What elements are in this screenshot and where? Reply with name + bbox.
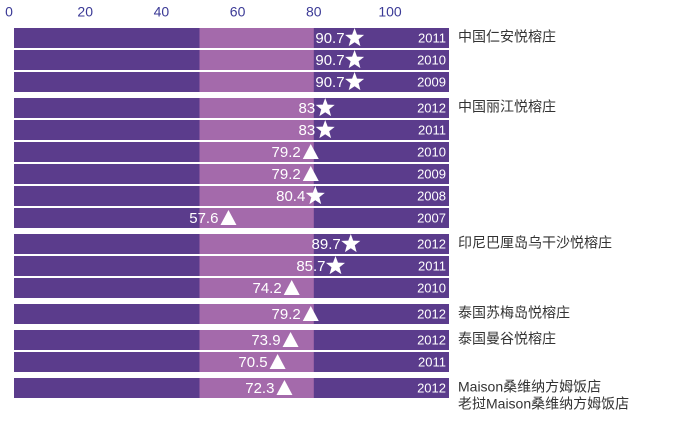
year-label: 2012 [417, 332, 446, 347]
year-label: 2011 [418, 258, 446, 273]
year-label: 2012 [417, 236, 446, 251]
year-label: 2010 [417, 144, 446, 159]
value-label: 72.3 [245, 380, 274, 397]
value-label: 79.2 [272, 306, 301, 323]
year-label: 2012 [417, 100, 446, 115]
hotel-name: 中国丽江悦榕庄 [458, 99, 556, 115]
year-label: 2011 [418, 354, 446, 369]
value-label: 83 [299, 122, 316, 139]
highlight-band [199, 142, 314, 162]
year-label: 2009 [417, 166, 446, 181]
triangle-marker [283, 280, 300, 295]
value-label: 79.2 [272, 166, 301, 183]
x-tick-label: 60 [230, 4, 246, 20]
year-label: 2012 [417, 306, 446, 321]
triangle-marker [282, 332, 299, 347]
year-label: 2008 [417, 188, 446, 203]
value-label: 73.9 [251, 332, 280, 349]
triangle-marker [302, 166, 319, 181]
highlight-band [199, 304, 314, 324]
hotel-name: 印尼巴厘岛乌干沙悦榕庄 [458, 235, 612, 251]
value-label: 85.7 [296, 258, 325, 275]
star-marker [345, 72, 365, 91]
highlight-band [199, 352, 314, 372]
triangle-marker [302, 144, 319, 159]
hotel-name: 泰国苏梅岛悦榕庄 [458, 305, 570, 321]
highlight-band [199, 234, 314, 254]
value-label: 90.7 [315, 30, 344, 47]
hotel-name: 泰国曼谷悦榕庄 [458, 331, 556, 347]
highlight-band [199, 28, 314, 48]
highlight-band [199, 164, 314, 184]
star-marker [326, 256, 345, 275]
value-label: 79.2 [272, 144, 301, 161]
x-tick-label: 20 [77, 4, 93, 20]
star-marker [315, 98, 335, 117]
highlight-band [199, 72, 314, 92]
x-tick-label: 40 [154, 4, 170, 20]
star-marker [305, 186, 325, 205]
year-label: 2011 [418, 122, 446, 137]
triangle-marker [220, 210, 237, 225]
year-label: 2007 [417, 210, 446, 225]
year-label: 2010 [417, 280, 446, 295]
triangle-marker [276, 380, 293, 395]
value-label: 90.7 [315, 52, 344, 69]
x-tick-label: 0 [5, 4, 13, 20]
highlight-band [199, 256, 314, 276]
highlight-band [199, 50, 314, 70]
value-label: 89.7 [312, 236, 341, 253]
highlight-band [199, 120, 314, 140]
value-label: 74.2 [252, 280, 281, 297]
star-marker [341, 234, 361, 253]
year-label: 2009 [417, 74, 446, 89]
year-label: 2011 [418, 30, 446, 45]
star-marker [345, 50, 365, 69]
year-label: 2010 [417, 52, 446, 67]
highlight-band [199, 186, 314, 206]
star-marker [315, 120, 335, 139]
value-label: 90.7 [315, 74, 344, 91]
star-marker [345, 28, 365, 47]
value-label: 57.6 [189, 210, 218, 227]
hotel-name: 中国仁安悦榕庄 [458, 29, 556, 45]
hotel-name: 老挝Maison桑维纳方姆饭店 [458, 396, 629, 412]
hotel-name: Maison桑维纳方姆饭店 [458, 379, 601, 395]
highlight-band [199, 98, 314, 118]
value-label: 83 [299, 100, 316, 117]
triangle-marker [302, 306, 319, 321]
value-label: 70.5 [238, 354, 267, 371]
x-tick-label: 80 [306, 4, 322, 20]
value-label: 80.4 [276, 188, 305, 205]
triangle-marker [269, 354, 286, 369]
year-label: 2012 [417, 380, 446, 395]
x-tick-label: 100 [378, 4, 402, 20]
